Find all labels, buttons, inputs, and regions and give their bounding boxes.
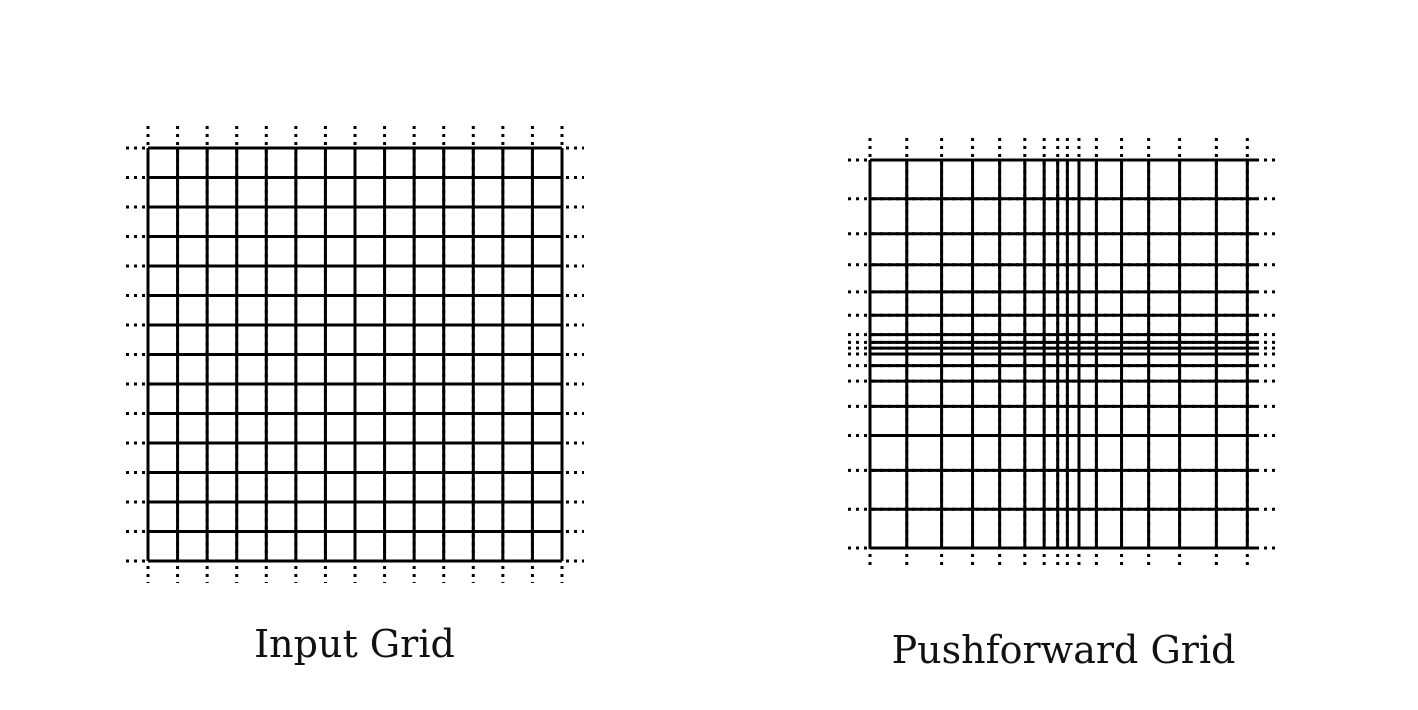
input-grid-caption: Input Grid <box>254 622 455 666</box>
pushforward-grid-caption: Pushforward Grid <box>891 628 1236 672</box>
pushforward-grid-panel: Pushforward Grid <box>709 0 1418 710</box>
pushforward-grid-plot <box>848 138 1279 570</box>
input-grid-plot <box>126 126 584 583</box>
input-grid-panel: Input Grid <box>126 126 584 666</box>
